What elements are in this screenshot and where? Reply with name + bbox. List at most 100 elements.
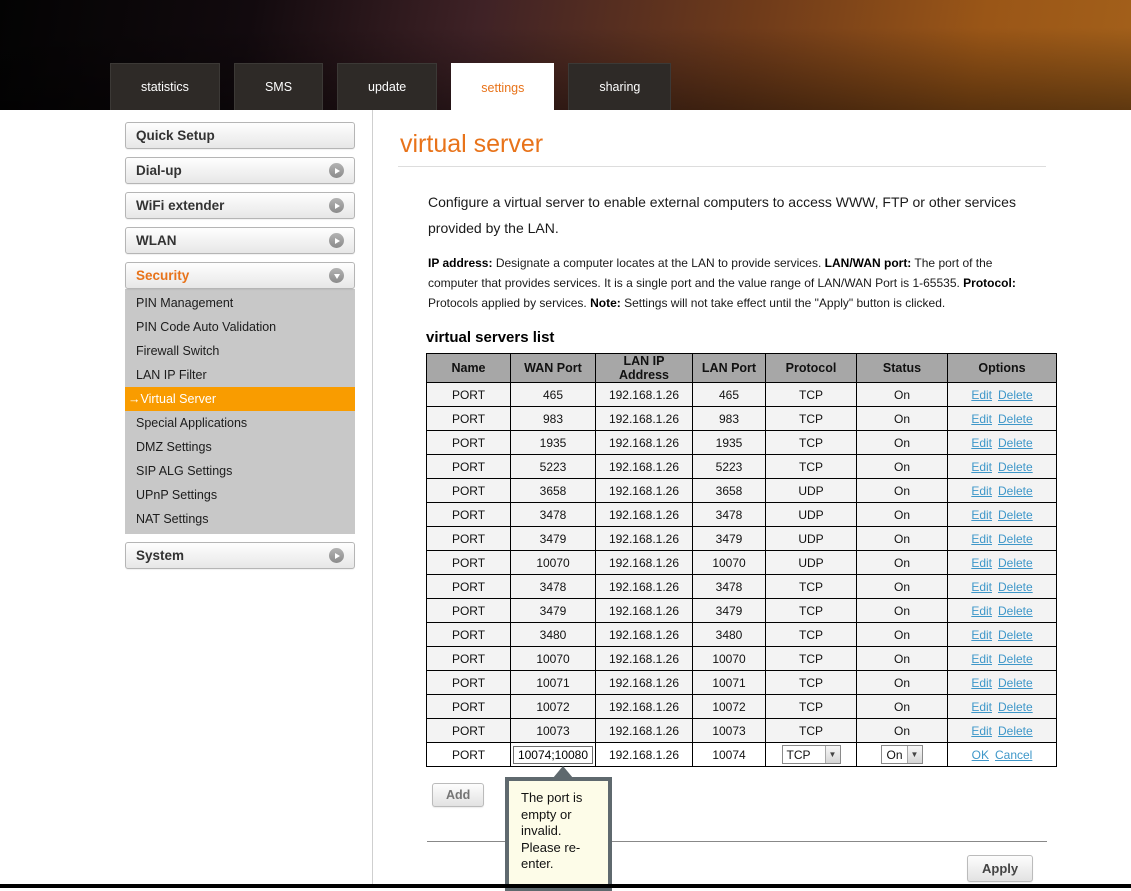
cell-name: PORT <box>426 670 511 695</box>
status-select[interactable]: On ▼ <box>881 745 923 764</box>
main-content: virtual server Configure a virtual serve… <box>398 110 1058 807</box>
cancel-link[interactable]: Cancel <box>994 747 1033 762</box>
table-edit-row: PORT 192.168.1.26 10074 TCP ▼ O <box>426 742 1057 767</box>
sidebar-group-system[interactable]: System <box>125 542 355 569</box>
cell-lan-port: 1935 <box>692 430 766 455</box>
tab-statistics[interactable]: statistics <box>110 63 220 110</box>
sidebar-group-label: WLAN <box>136 233 177 248</box>
intro-paragraph: Configure a virtual server to enable ext… <box>428 194 1016 236</box>
sidebar-item-pin-management[interactable]: PIN Management <box>136 296 234 310</box>
sidebar-item-sip-alg-settings[interactable]: SIP ALG Settings <box>136 464 233 478</box>
cell-options: Edit Delete <box>947 718 1057 743</box>
edit-link[interactable]: Edit <box>971 555 992 570</box>
edit-link[interactable]: Edit <box>971 627 992 642</box>
delete-link[interactable]: Delete <box>998 627 1033 642</box>
tab-sharing[interactable]: sharing <box>568 63 672 110</box>
chevron-right-icon <box>329 198 344 213</box>
cell-options: Edit Delete <box>947 382 1057 407</box>
column-header-protocol: Protocol <box>765 353 857 383</box>
table-row: PORT 10070 192.168.1.26 10070 UDP On Edit Delet… <box>426 550 1057 575</box>
cell-protocol: UDP <box>765 550 857 575</box>
cell-protocol: TCP <box>765 454 857 479</box>
sidebar-item-dmz-settings[interactable]: DMZ Settings <box>136 440 212 454</box>
sidebar-item-firewall-switch[interactable]: Firewall Switch <box>136 344 220 358</box>
column-header-lan-port: LAN Port <box>692 353 766 383</box>
cell-status: On <box>856 598 948 623</box>
table-row: PORT 5223 192.168.1.26 5223 TCP On Edit Delete <box>426 454 1057 479</box>
delete-link[interactable]: Delete <box>998 411 1033 426</box>
tab-sms[interactable]: SMS <box>233 63 324 110</box>
cell-protocol: TCP <box>765 646 857 671</box>
delete-link[interactable]: Delete <box>998 699 1033 714</box>
edit-link[interactable]: Edit <box>971 603 992 618</box>
sidebar-group-wifi-extender[interactable]: WiFi extender <box>125 192 355 219</box>
cell-name: PORT <box>426 526 511 551</box>
column-header-status: Status <box>856 353 948 383</box>
delete-link[interactable]: Delete <box>998 579 1033 594</box>
edit-link[interactable]: Edit <box>971 651 992 666</box>
sidebar-group-label: Dial-up <box>136 163 182 178</box>
cell-wan-port: 10072 <box>510 694 596 719</box>
edit-link[interactable]: Edit <box>971 387 992 402</box>
delete-link[interactable]: Delete <box>998 435 1033 450</box>
tab-settings[interactable]: settings <box>451 63 555 112</box>
sidebar: Quick Setup Dial-up WiFi extender WLAN Secur… <box>125 122 355 577</box>
edit-link[interactable]: Edit <box>971 675 992 690</box>
cell-protocol: TCP <box>765 622 857 647</box>
wan-port-input[interactable] <box>513 745 593 764</box>
edit-link[interactable]: Edit <box>971 531 992 546</box>
sidebar-item-nat-settings[interactable]: NAT Settings <box>136 512 209 526</box>
edit-link[interactable]: Edit <box>971 435 992 450</box>
validation-tooltip: The port is empty or invalid. Please re-… <box>505 766 612 891</box>
cell-protocol: UDP <box>765 478 857 503</box>
edit-link[interactable]: Edit <box>971 483 992 498</box>
edit-link[interactable]: Edit <box>971 723 992 738</box>
add-button[interactable]: Add <box>432 783 485 807</box>
cell-lan-ip: 192.168.1.26 <box>595 478 693 503</box>
apply-button[interactable]: Apply <box>967 855 1034 882</box>
delete-link[interactable]: Delete <box>998 651 1033 666</box>
cell-protocol: TCP <box>765 382 857 407</box>
cell-wan-port: 10073 <box>510 718 596 743</box>
sidebar-item-pin-code-auto-validation[interactable]: PIN Code Auto Validation <box>136 320 277 334</box>
chevron-down-icon: ▼ <box>906 746 922 763</box>
sidebar-item-lan-ip-filter[interactable]: LAN IP Filter <box>136 368 207 382</box>
delete-link[interactable]: Delete <box>998 459 1033 474</box>
cell-protocol: TCP <box>765 598 857 623</box>
cell-name: PORT <box>426 406 511 431</box>
sidebar-group-dial-up[interactable]: Dial-up <box>125 157 355 184</box>
delete-link[interactable]: Delete <box>998 531 1033 546</box>
delete-link[interactable]: Delete <box>998 675 1033 690</box>
delete-link[interactable]: Delete <box>998 507 1033 522</box>
delete-link[interactable]: Delete <box>998 555 1033 570</box>
sidebar-item-virtual-server[interactable]: →Virtual Server <box>125 387 355 411</box>
table-row: PORT 10071 192.168.1.26 10071 TCP On Edit Delet… <box>426 670 1057 695</box>
edit-link[interactable]: Edit <box>971 411 992 426</box>
tab-update[interactable]: update <box>337 63 438 110</box>
title-rule <box>398 166 1046 167</box>
cell-wan-port: 983 <box>510 406 596 431</box>
chevron-right-icon <box>329 233 344 248</box>
cell-lan-ip: 192.168.1.26 <box>595 526 693 551</box>
delete-link[interactable]: Delete <box>998 387 1033 402</box>
sidebar-group-wlan[interactable]: WLAN <box>125 227 355 254</box>
sidebar-group-security[interactable]: Security <box>125 262 355 289</box>
column-header-wan-port: WAN Port <box>510 353 596 383</box>
delete-link[interactable]: Delete <box>998 603 1033 618</box>
ok-link[interactable]: OK <box>971 747 989 762</box>
edit-link[interactable]: Edit <box>971 579 992 594</box>
sidebar-group-quick-setup[interactable]: Quick Setup <box>125 122 355 149</box>
sidebar-item-upnp-settings[interactable]: UPnP Settings <box>136 488 218 502</box>
protocol-select[interactable]: TCP ▼ <box>781 745 841 764</box>
cell-status: On <box>856 406 948 431</box>
sidebar-group-label: Quick Setup <box>136 128 215 143</box>
table-row: PORT 3479 192.168.1.26 3479 UDP On Edit Delete <box>426 526 1057 551</box>
delete-link[interactable]: Delete <box>998 723 1033 738</box>
cell-wan-port: 3478 <box>510 574 596 599</box>
cell-options: Edit Delete <box>947 478 1057 503</box>
edit-link[interactable]: Edit <box>971 699 992 714</box>
delete-link[interactable]: Delete <box>998 483 1033 498</box>
edit-link[interactable]: Edit <box>971 507 992 522</box>
sidebar-item-special-applications[interactable]: Special Applications <box>136 416 248 430</box>
edit-link[interactable]: Edit <box>971 459 992 474</box>
